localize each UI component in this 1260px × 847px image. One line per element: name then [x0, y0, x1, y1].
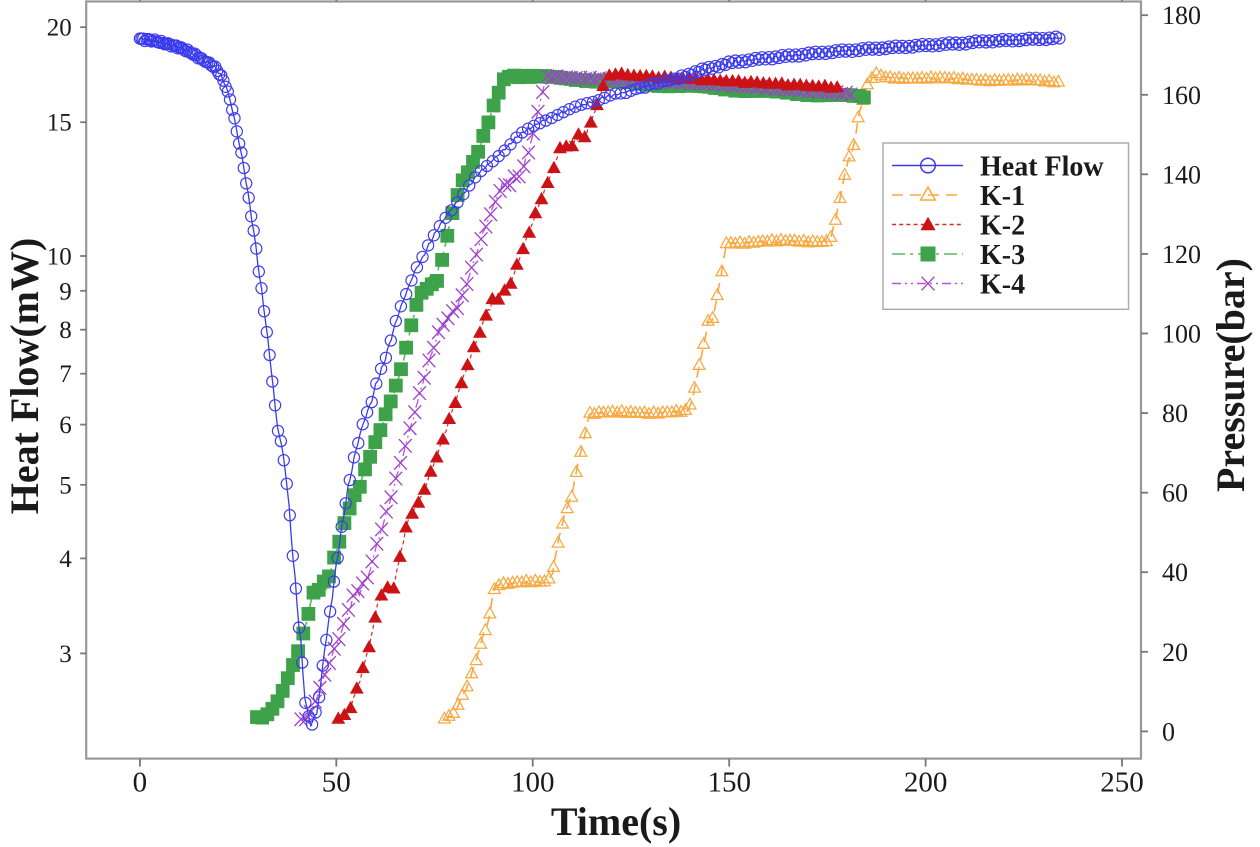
svg-text:100: 100: [511, 767, 555, 799]
svg-text:K-1: K-1: [980, 181, 1025, 212]
svg-text:150: 150: [707, 767, 751, 799]
svg-text:80: 80: [1162, 399, 1188, 428]
svg-text:0: 0: [1162, 717, 1175, 746]
svg-text:100: 100: [1162, 320, 1201, 349]
svg-text:20: 20: [1162, 638, 1188, 667]
svg-text:20: 20: [47, 15, 72, 42]
svg-text:0: 0: [133, 767, 148, 799]
svg-text:160: 160: [1162, 81, 1201, 110]
svg-text:K-2: K-2: [980, 211, 1025, 242]
svg-text:6: 6: [59, 412, 72, 439]
svg-text:250: 250: [1100, 767, 1144, 799]
svg-text:K-4: K-4: [980, 270, 1025, 301]
svg-text:50: 50: [322, 767, 351, 799]
svg-text:8: 8: [59, 317, 72, 344]
svg-text:60: 60: [1162, 479, 1188, 508]
svg-text:Time(s): Time(s): [551, 799, 681, 844]
svg-text:10: 10: [47, 244, 72, 271]
svg-text:3: 3: [59, 641, 72, 668]
svg-text:15: 15: [47, 110, 72, 137]
svg-text:Pressure(bar): Pressure(bar): [1208, 258, 1253, 492]
svg-text:4: 4: [59, 546, 72, 573]
svg-text:5: 5: [59, 472, 72, 499]
svg-text:Heat Flow: Heat Flow: [980, 152, 1104, 183]
svg-text:140: 140: [1162, 160, 1201, 189]
svg-text:200: 200: [904, 767, 948, 799]
svg-text:9: 9: [59, 278, 72, 305]
svg-text:180: 180: [1162, 1, 1201, 30]
svg-text:K-3: K-3: [980, 240, 1025, 271]
svg-text:120: 120: [1162, 240, 1201, 269]
svg-text:7: 7: [59, 361, 72, 388]
svg-text:40: 40: [1162, 558, 1188, 587]
svg-text:Heat Flow(mW): Heat Flow(mW): [2, 238, 47, 515]
